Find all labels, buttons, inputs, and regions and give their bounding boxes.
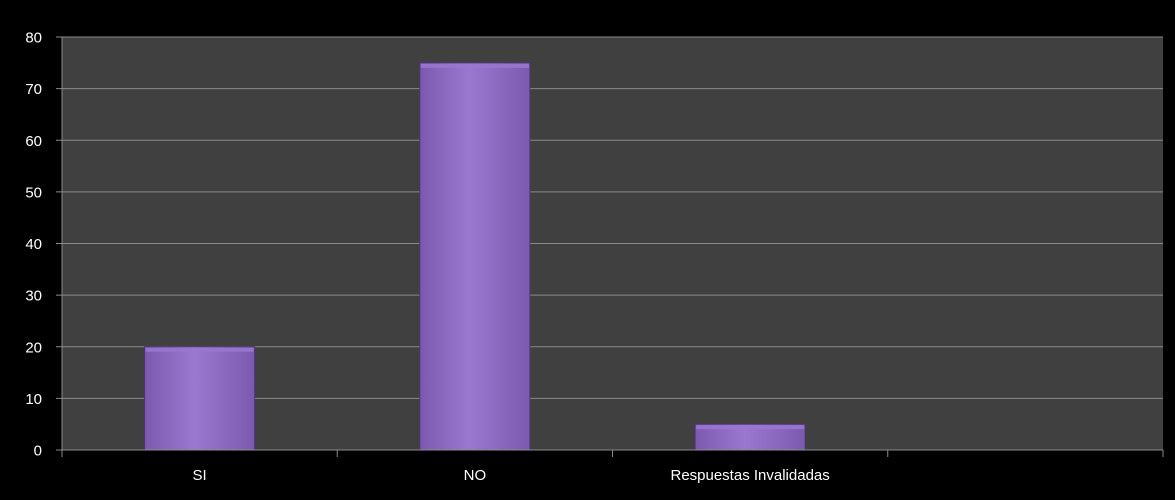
bars [144, 62, 806, 451]
axes [56, 36, 1164, 457]
y-tick-label: 10 [25, 391, 42, 408]
x-tick-label: NO [464, 467, 487, 484]
bar [144, 346, 256, 451]
y-tick-label: 80 [25, 30, 42, 47]
y-tick-label: 20 [25, 339, 42, 356]
y-tick-label: 0 [34, 443, 42, 460]
axis-labels: 0 10 20 30 40 50 60 70 80 SI NO Respuestas Invalida… [25, 30, 829, 485]
y-tick-label: 70 [25, 81, 42, 98]
bar-top-bevel [145, 347, 254, 352]
y-tick-label: 50 [25, 184, 42, 201]
y-tick-label: 40 [25, 236, 42, 253]
bar-top-bevel [696, 425, 805, 430]
bar [419, 62, 531, 451]
bar-top-bevel [420, 63, 529, 68]
x-tick-label: SI [193, 467, 207, 484]
y-tick-label: 60 [25, 133, 42, 150]
x-tick-label: Respuestas Invalidadas [670, 467, 829, 484]
y-tick-label: 30 [25, 288, 42, 305]
